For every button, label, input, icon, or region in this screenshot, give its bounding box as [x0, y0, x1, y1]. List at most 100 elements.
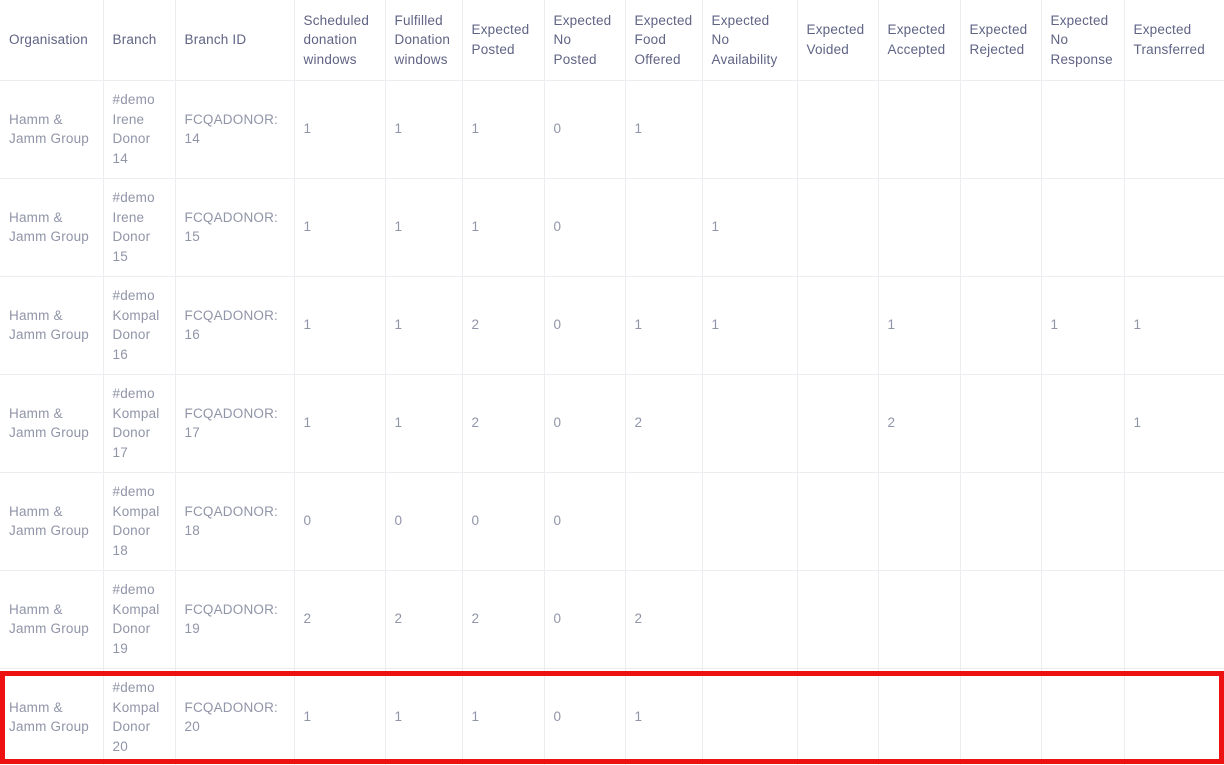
- cell-expected_no_availability: [701, 79, 798, 179]
- cell-fulfilled_windows: 0: [384, 471, 463, 571]
- cell-organisation: Hamm & Jamm Group: [0, 275, 104, 375]
- cell-expected_food_offered: 2: [624, 373, 703, 473]
- cell-expected_accepted: 2: [877, 373, 961, 473]
- cell-expected_accepted: [877, 667, 961, 765]
- cell-expected_accepted: [877, 471, 961, 571]
- cell-expected_no_response: 1: [1040, 275, 1125, 375]
- cell-fulfilled_windows: 1: [384, 667, 463, 765]
- table-row-FCQADONOR:16[interactable]: Hamm & Jamm Group #demo Kompal Donor 16 FC…: [0, 275, 1224, 375]
- cell-expected_no_availability: [701, 569, 798, 669]
- cell-expected_no_response: [1040, 471, 1125, 571]
- cell-expected_no_response: [1040, 373, 1125, 473]
- cell-expected_no_response: [1040, 177, 1125, 277]
- cell-expected_no_posted: 0: [543, 569, 626, 669]
- cell-scheduled_windows: 1: [293, 275, 386, 375]
- cell-expected_voided: [796, 667, 879, 765]
- cell-expected_transferred: [1123, 667, 1224, 765]
- cell-expected_accepted: 1: [877, 275, 961, 375]
- cell-branch_id: FCQADONOR:16: [174, 275, 295, 375]
- cell-scheduled_windows: 1: [293, 79, 386, 179]
- cell-branch_id: FCQADONOR:20: [174, 667, 295, 765]
- column-header-expected_no_posted: Expected No Posted: [543, 0, 626, 81]
- column-header-expected_food_offered: Expected Food Offered: [624, 0, 703, 81]
- cell-branch: #demo Irene Donor 14: [102, 79, 176, 179]
- cell-expected_no_availability: [701, 667, 798, 765]
- cell-expected_accepted: [877, 177, 961, 277]
- cell-expected_no_availability: 1: [701, 275, 798, 375]
- table-row-FCQADONOR:17[interactable]: Hamm & Jamm Group #demo Kompal Donor 17 FC…: [0, 373, 1224, 473]
- cell-expected_voided: [796, 569, 879, 669]
- cell-scheduled_windows: 1: [293, 373, 386, 473]
- cell-branch: #demo Irene Donor 15: [102, 177, 176, 277]
- cell-expected_no_posted: 0: [543, 667, 626, 765]
- cell-expected_food_offered: [624, 471, 703, 571]
- cell-fulfilled_windows: 1: [384, 275, 463, 375]
- cell-branch_id: FCQADONOR:15: [174, 177, 295, 277]
- cell-expected_food_offered: 1: [624, 79, 703, 179]
- cell-expected_rejected: [959, 569, 1042, 669]
- cell-expected_voided: [796, 275, 879, 375]
- cell-scheduled_windows: 1: [293, 177, 386, 277]
- cell-expected_rejected: [959, 373, 1042, 473]
- table-row-FCQADONOR:19[interactable]: Hamm & Jamm Group #demo Kompal Donor 19 FC…: [0, 569, 1224, 669]
- cell-scheduled_windows: 2: [293, 569, 386, 669]
- cell-expected_no_posted: 0: [543, 177, 626, 277]
- cell-expected_transferred: [1123, 177, 1224, 277]
- cell-expected_food_offered: [624, 177, 703, 277]
- cell-expected_transferred: [1123, 569, 1224, 669]
- cell-expected_posted: 1: [461, 667, 545, 765]
- cell-fulfilled_windows: 1: [384, 177, 463, 277]
- column-header-expected_no_availability: Expected No Availability: [701, 0, 798, 81]
- cell-expected_no_posted: 0: [543, 79, 626, 179]
- cell-branch: #demo Kompal Donor 18: [102, 471, 176, 571]
- cell-branch_id: FCQADONOR:19: [174, 569, 295, 669]
- cell-expected_posted: 2: [461, 569, 545, 669]
- cell-expected_posted: 2: [461, 275, 545, 375]
- column-header-branch_id: Branch ID: [174, 0, 295, 81]
- cell-branch_id: FCQADONOR:18: [174, 471, 295, 571]
- cell-branch: #demo Kompal Donor 19: [102, 569, 176, 669]
- cell-expected_rejected: [959, 275, 1042, 375]
- table-header-row: Organisation Branch Branch ID Scheduled don…: [0, 0, 1224, 81]
- cell-expected_transferred: [1123, 471, 1224, 571]
- column-header-fulfilled_windows: Fulfilled Donation windows: [384, 0, 463, 81]
- cell-expected_voided: [796, 373, 879, 473]
- cell-branch: #demo Kompal Donor 20: [102, 667, 176, 765]
- cell-fulfilled_windows: 1: [384, 79, 463, 179]
- cell-expected_no_response: [1040, 79, 1125, 179]
- table-row-FCQADONOR:14[interactable]: Hamm & Jamm Group #demo Irene Donor 14 FCQ…: [0, 79, 1224, 179]
- cell-expected_food_offered: 1: [624, 275, 703, 375]
- cell-organisation: Hamm & Jamm Group: [0, 569, 104, 669]
- cell-expected_no_response: [1040, 667, 1125, 765]
- cell-expected_no_availability: [701, 471, 798, 571]
- cell-branch_id: FCQADONOR:17: [174, 373, 295, 473]
- cell-branch: #demo Kompal Donor 16: [102, 275, 176, 375]
- cell-organisation: Hamm & Jamm Group: [0, 667, 104, 765]
- cell-expected_no_availability: [701, 373, 798, 473]
- cell-expected_no_response: [1040, 569, 1125, 669]
- column-header-organisation: Organisation: [0, 0, 104, 81]
- column-header-scheduled_windows: Scheduled donation windows: [293, 0, 386, 81]
- cell-expected_no_posted: 0: [543, 471, 626, 571]
- cell-organisation: Hamm & Jamm Group: [0, 373, 104, 473]
- column-header-expected_posted: Expected Posted: [461, 0, 545, 81]
- cell-organisation: Hamm & Jamm Group: [0, 79, 104, 179]
- column-header-expected_accepted: Expected Accepted: [877, 0, 961, 81]
- cell-expected_rejected: [959, 667, 1042, 765]
- table-row-FCQADONOR:20[interactable]: Hamm & Jamm Group #demo Kompal Donor 20 FC…: [0, 667, 1224, 765]
- cell-expected_posted: 1: [461, 177, 545, 277]
- table-row-FCQADONOR:15[interactable]: Hamm & Jamm Group #demo Irene Donor 15 FCQ…: [0, 177, 1224, 277]
- table-row-FCQADONOR:18[interactable]: Hamm & Jamm Group #demo Kompal Donor 18 FC…: [0, 471, 1224, 571]
- column-header-expected_transferred: Expected Transferred: [1123, 0, 1224, 81]
- column-header-branch: Branch: [102, 0, 176, 81]
- cell-expected_rejected: [959, 79, 1042, 179]
- cell-expected_voided: [796, 471, 879, 571]
- cell-expected_rejected: [959, 177, 1042, 277]
- cell-branch: #demo Kompal Donor 17: [102, 373, 176, 473]
- cell-expected_transferred: [1123, 79, 1224, 179]
- cell-expected_food_offered: 2: [624, 569, 703, 669]
- cell-expected_rejected: [959, 471, 1042, 571]
- cell-branch_id: FCQADONOR:14: [174, 79, 295, 179]
- cell-expected_posted: 1: [461, 79, 545, 179]
- cell-scheduled_windows: 1: [293, 667, 386, 765]
